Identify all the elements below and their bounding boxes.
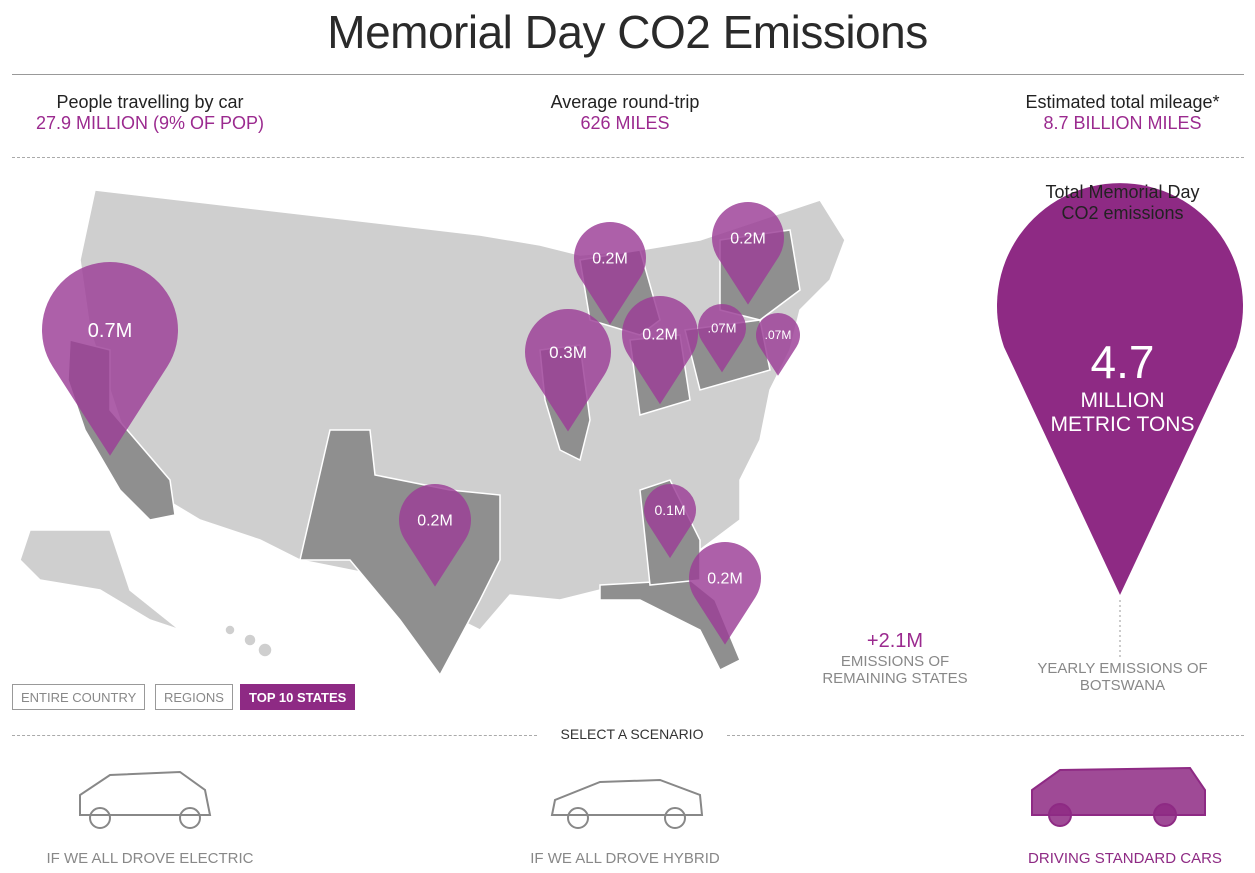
- stat-value: 626 MILES: [580, 113, 670, 133]
- pin-label: 0.1M: [654, 502, 685, 518]
- value: +2.1M: [866, 630, 924, 652]
- stat-label: People travelling by car: [56, 92, 244, 112]
- pin: [756, 313, 801, 376]
- unit: MILLION: [1080, 389, 1165, 412]
- pin-label: .07M: [708, 321, 737, 336]
- total-graphic: [997, 183, 1243, 660]
- pin-label: 0.3M: [549, 343, 587, 362]
- stat-label: Estimated total mileage*: [1025, 92, 1220, 112]
- value: 4.7: [1090, 336, 1155, 388]
- text-line: YEARLY EMISSIONS OF: [1037, 660, 1208, 677]
- scenario-option[interactable]: IF WE ALL DROVE HYBRID: [530, 850, 720, 867]
- comparison: YEARLY EMISSIONS OF BOTSWANA: [990, 660, 1255, 694]
- pin-label: 0.2M: [730, 231, 766, 248]
- pin-label: 0.2M: [707, 571, 743, 588]
- text-line: EMISSIONS OF: [840, 653, 950, 670]
- pins: 0.7M 0.2M 0.2M 0.3M 0.2M .07M .07M 0.2M 0.1M 0.2M: [41, 202, 801, 645]
- pin: [622, 296, 698, 405]
- pin-label: 0.7M: [88, 320, 132, 342]
- pin-label: 0.2M: [417, 513, 453, 530]
- car-icon[interactable]: [550, 778, 704, 829]
- car-icon[interactable]: [1031, 766, 1206, 827]
- pin: [688, 542, 762, 645]
- map: 0.7M 0.2M 0.2M 0.3M 0.2M .07M .07M 0.2M 0.1M 0.2M: [19, 189, 846, 677]
- total-pin: [997, 183, 1243, 595]
- stat: Average round-trip 626 MILES: [460, 92, 790, 134]
- text-line: REMAINING STATES: [822, 670, 968, 687]
- pin: [41, 262, 178, 456]
- title: Memorial Day CO2 Emissions: [327, 6, 928, 58]
- text-line: Total Memorial Day: [1045, 182, 1200, 202]
- pin: [712, 202, 784, 305]
- scenario-option[interactable]: DRIVING STANDARD CARS: [1028, 850, 1222, 867]
- stat-value: 27.9 MILLION (9% OF POP): [35, 113, 265, 133]
- text-line: CO2 emissions: [1061, 203, 1184, 223]
- unit: METRIC TONS: [1050, 413, 1195, 436]
- pin: [698, 304, 746, 373]
- pin-label: 0.2M: [642, 327, 678, 344]
- pin-label: 0.2M: [592, 251, 628, 268]
- view-button[interactable]: TOP 10 STATES: [240, 684, 356, 710]
- total-value: 4.7 MILLION METRIC TONS: [990, 335, 1255, 437]
- remaining: +2.1M EMISSIONS OF REMAINING STATES: [800, 630, 990, 687]
- car-icon[interactable]: [79, 770, 212, 829]
- scenario-heading: SELECT A SCENARIO: [560, 726, 704, 742]
- text-line: BOTSWANA: [1079, 677, 1166, 694]
- pin: [644, 484, 696, 559]
- divider: [12, 157, 1244, 158]
- total-label: Total Memorial Day CO2 emissions: [990, 182, 1255, 224]
- pin: [525, 309, 611, 432]
- pin-label: .07M: [765, 328, 792, 342]
- pin: [574, 222, 646, 325]
- stat: People travelling by car 27.9 MILLION (9…: [0, 92, 300, 134]
- divider: [12, 74, 1244, 75]
- car-icons: [79, 766, 1206, 829]
- stat-value: 8.7 BILLION MILES: [1043, 113, 1202, 133]
- divider: [727, 735, 1244, 736]
- stat: Estimated total mileage* 8.7 BILLION MIL…: [990, 92, 1255, 134]
- divider: [12, 735, 537, 736]
- scenario-option[interactable]: IF WE ALL DROVE ELECTRIC: [46, 850, 254, 867]
- view-button[interactable]: ENTIRE COUNTRY: [12, 684, 146, 710]
- pin: [399, 484, 472, 587]
- stat-label: Average round-trip: [550, 92, 700, 112]
- view-button[interactable]: REGIONS: [155, 684, 233, 710]
